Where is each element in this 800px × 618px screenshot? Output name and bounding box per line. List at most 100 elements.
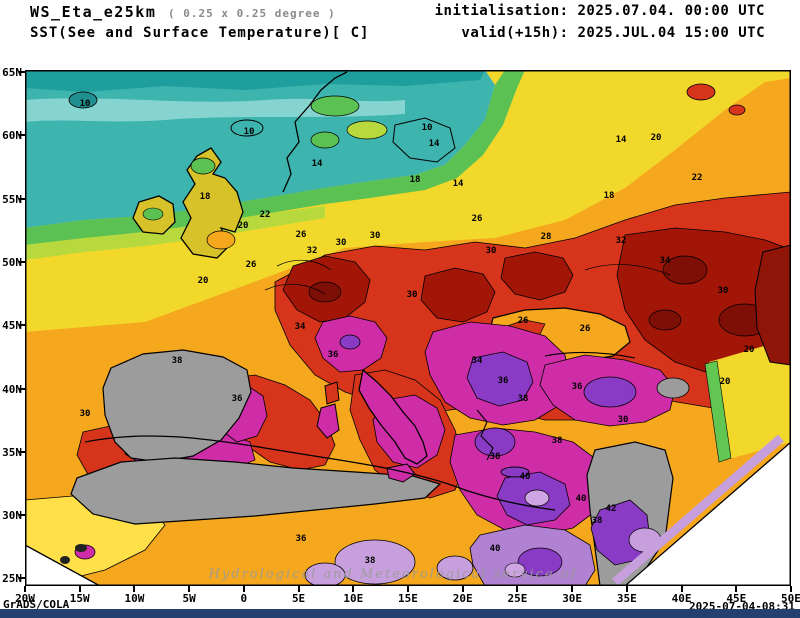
lon-tick-mark <box>461 586 464 592</box>
lat-tick-mark <box>19 260 25 263</box>
contour-label: 18 <box>604 191 615 201</box>
contour-label: 30 <box>80 409 91 419</box>
lon-tick-mark <box>352 586 355 592</box>
africa-coast <box>84 435 556 511</box>
lon-tick-mark <box>133 586 136 592</box>
lon-tick-mark <box>406 586 409 592</box>
lat-tick-mark <box>19 514 25 517</box>
contour-label: 40 <box>576 494 587 504</box>
contour-label: 40 <box>490 544 501 554</box>
contour-label: 14 <box>616 135 627 145</box>
contour-squiggle-3 <box>584 264 671 276</box>
contour-label: 26 <box>296 230 307 240</box>
contour-label: 14 <box>453 179 464 189</box>
contour-label: 18 <box>200 192 211 202</box>
lon-tick-mark <box>297 586 300 592</box>
lon-tick-label: 5W <box>182 592 196 605</box>
contour-label: 38 <box>490 452 501 462</box>
lon-tick-mark <box>789 586 792 592</box>
contour-label: 26 <box>246 260 257 270</box>
contour-label: 38 <box>552 436 563 446</box>
lon-tick-label: 15W <box>69 592 90 605</box>
map-frame <box>25 70 791 586</box>
lon-tick-label: 45E <box>726 592 747 605</box>
lat-tick-mark <box>19 577 25 580</box>
corsica-outline <box>324 381 340 405</box>
lon-tick-label: 15E <box>398 592 418 605</box>
contour-label: 26 <box>472 214 483 224</box>
map-canvas: Hydrological and Meteorological service … <box>25 70 791 586</box>
contour-label: 26 <box>580 324 591 334</box>
lat-tick-label: 35N <box>2 445 22 459</box>
contour-label: 34 <box>660 256 671 266</box>
contour-label: 36 <box>232 394 243 404</box>
contour-label: 30 <box>618 415 629 425</box>
contour-label: 32 <box>616 236 627 246</box>
lon-tick-label: 35E <box>616 592 637 605</box>
iberia-mask <box>102 349 252 463</box>
contour-label: 40 <box>520 472 531 482</box>
turkey-coast <box>544 351 636 359</box>
contour-label: 38 <box>592 516 603 526</box>
bottom-bar <box>0 609 800 618</box>
contour-label: 36 <box>498 376 509 386</box>
lon-tick-mark <box>735 586 738 592</box>
contour-label: 20 <box>744 345 755 355</box>
lon-tick-mark <box>680 586 683 592</box>
lon-tick-label: 20E <box>452 592 473 605</box>
contour-label: 38 <box>365 556 376 566</box>
contour-squiggle-2 <box>264 283 326 295</box>
contour-label: 34 <box>295 322 306 332</box>
contour-label: 38 <box>518 394 529 404</box>
field-title: SST(See and Surface Temperature)[ C] <box>30 25 370 41</box>
contour-label: 36 <box>572 382 583 392</box>
italy-outline <box>358 368 428 465</box>
lat-tick-mark <box>19 197 25 200</box>
contour-label: 34 <box>472 356 483 366</box>
contour-label: 30 <box>336 238 347 248</box>
watermark: Hydrological and Meteorological service … <box>208 567 578 582</box>
contour-label: 14 <box>312 159 323 169</box>
coastlines <box>84 71 671 511</box>
grads-credit: GrADS/COLA <box>3 598 70 611</box>
lon-tick-mark <box>625 586 628 592</box>
atlas-mask <box>70 457 442 525</box>
contour-label: 20 <box>720 377 731 387</box>
contour-label: 18 <box>410 175 421 185</box>
lat-tick-mark <box>19 324 25 327</box>
lon-tick-label: 5E <box>291 592 306 605</box>
contour-label: 10 <box>244 127 255 137</box>
hot-lavender-blobs <box>60 489 662 586</box>
contour-labels: 10 10 10 14 14 14 14 18 18 18 20 22 20 22 20 26 26 30 32 30… <box>80 99 755 566</box>
lat-tick-label: 45N <box>2 319 22 333</box>
contour-label: 30 <box>486 246 497 256</box>
contour-label: 32 <box>307 246 318 256</box>
lon-tick-label: 50E <box>781 592 800 605</box>
lat-tick-label: 55N <box>2 192 22 206</box>
lon-tick-mark <box>242 586 245 592</box>
lat-tick-label: 40N <box>2 382 22 396</box>
lat-tick-label: 30N <box>2 509 22 523</box>
contour-label: 36 <box>296 534 307 544</box>
sicily-outline <box>386 463 416 483</box>
lat-tick-mark <box>19 71 25 73</box>
lon-tick-label: 20W <box>15 592 35 605</box>
sardinia-outline <box>316 403 340 439</box>
contour-label: 30 <box>370 231 381 241</box>
lon-tick-mark <box>188 586 191 592</box>
contour-label: 20 <box>198 276 209 286</box>
norway-coast <box>282 71 348 193</box>
contour-label: 20 <box>238 221 249 231</box>
lon-tick-mark <box>571 586 574 592</box>
crete-outline <box>500 466 530 478</box>
contour-label: 22 <box>692 173 703 183</box>
contour-label: 30 <box>407 290 418 300</box>
lon-tick-mark <box>78 586 81 592</box>
lon-tick-label: 30E <box>562 592 583 605</box>
greece-coast <box>476 409 494 461</box>
contour-label: 10 <box>80 99 91 109</box>
lon-tick-label: 10E <box>343 592 364 605</box>
contour-label: 38 <box>172 356 183 366</box>
contour-label: 36 <box>328 350 339 360</box>
